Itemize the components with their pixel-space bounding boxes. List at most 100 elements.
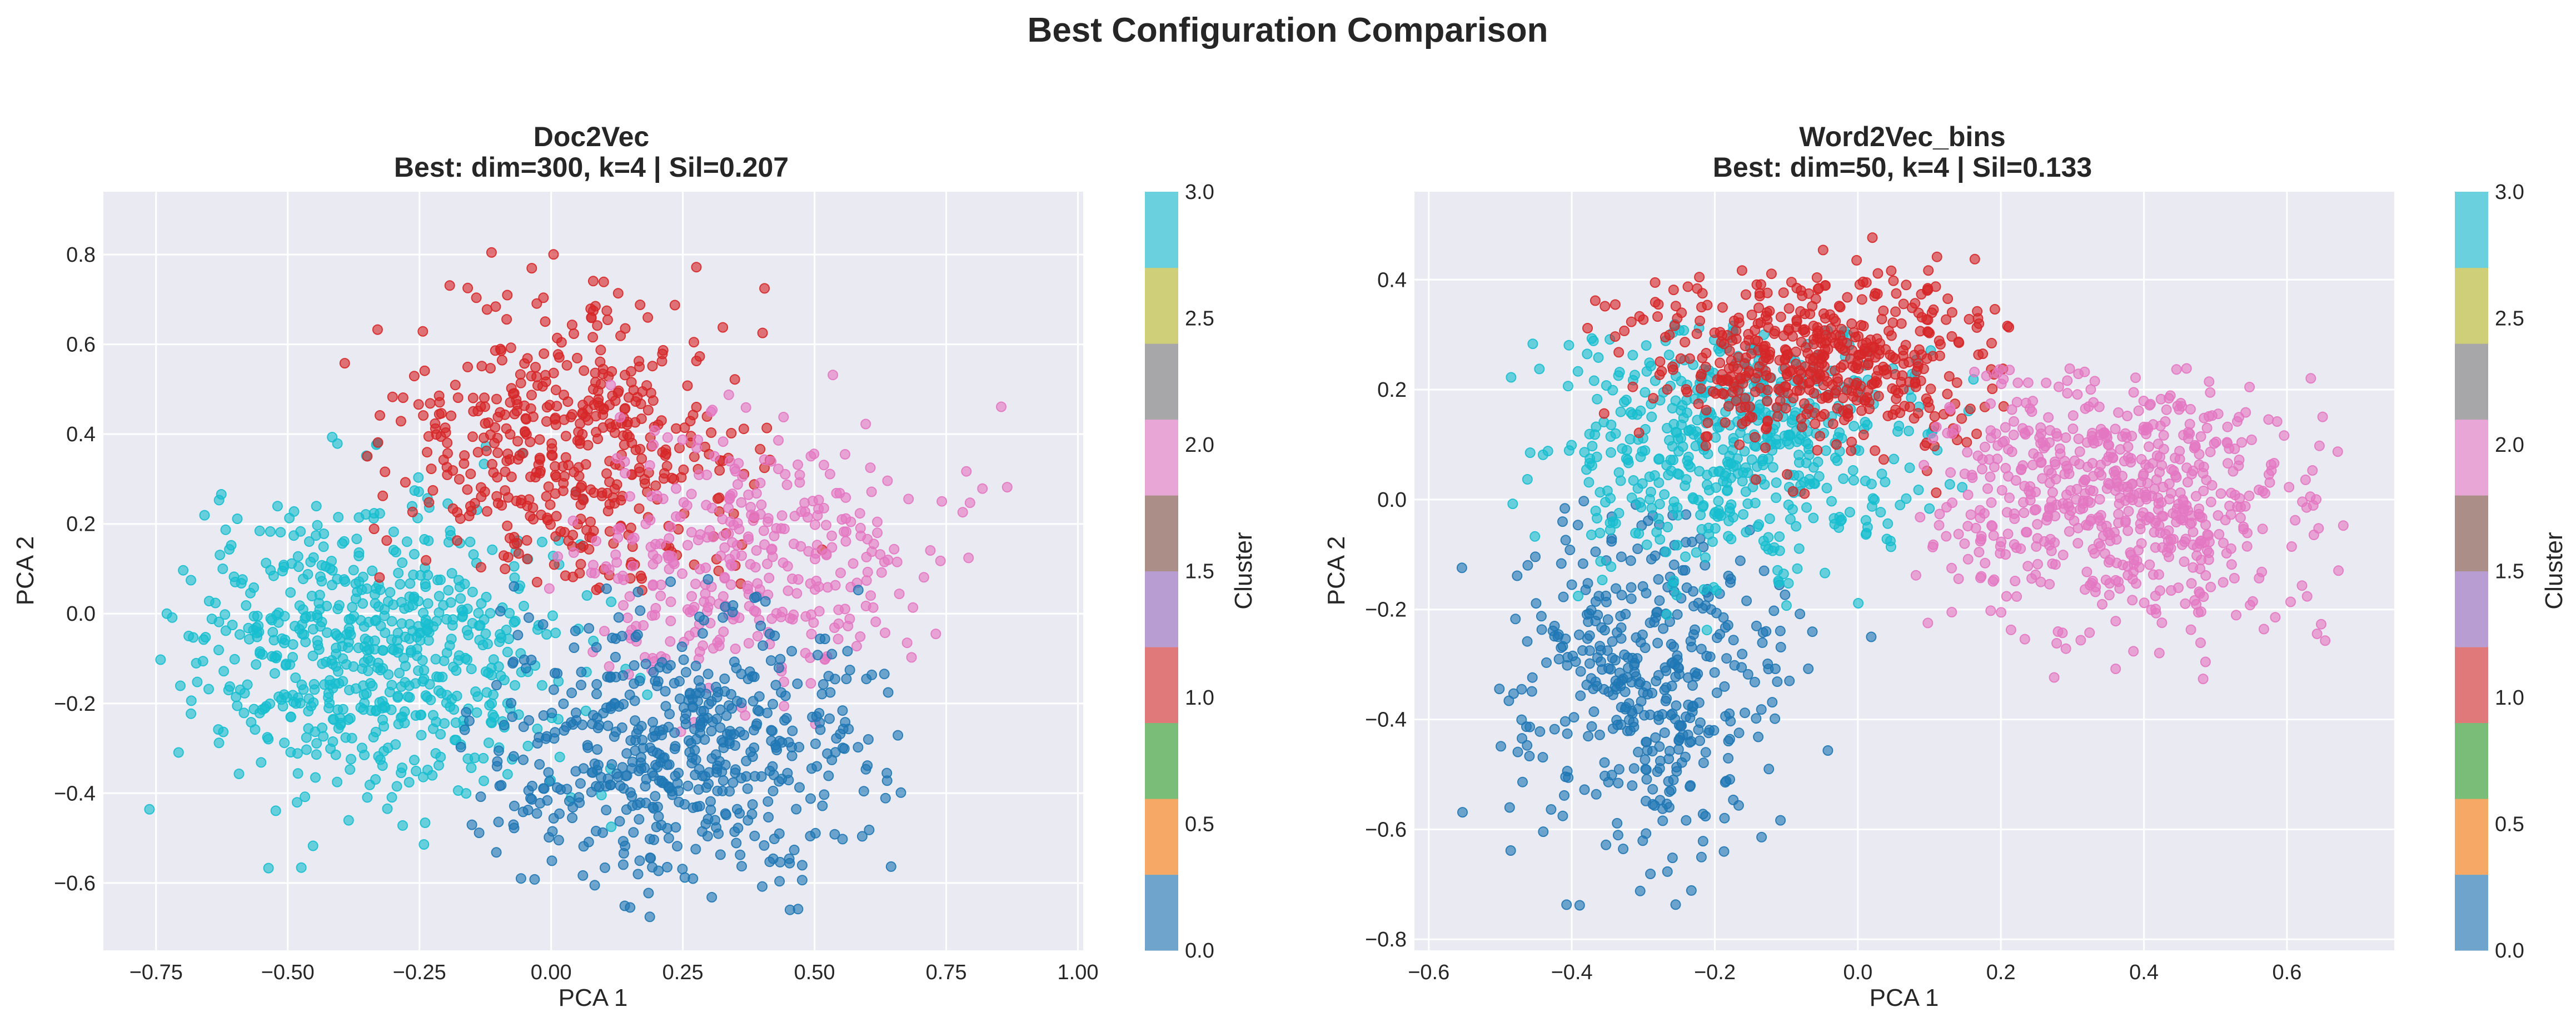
point-cluster-0 <box>1562 652 1573 663</box>
point-cluster-2 <box>762 559 773 570</box>
point-cluster-0 <box>1751 713 1762 724</box>
point-cluster-0 <box>1602 645 1613 656</box>
point-cluster-3 <box>1662 521 1673 532</box>
point-cluster-3 <box>1742 467 1753 478</box>
point-cluster-0 <box>508 751 519 762</box>
colorbar-tick-label: 0.5 <box>2495 813 2524 836</box>
point-cluster-0 <box>1767 697 1778 708</box>
point-cluster-2 <box>645 541 656 552</box>
point-cluster-3 <box>306 591 317 601</box>
point-cluster-2 <box>682 540 693 551</box>
point-cluster-0 <box>662 822 673 834</box>
point-cluster-2 <box>876 567 887 578</box>
point-cluster-1 <box>1942 388 1953 400</box>
point-cluster-2 <box>723 528 734 539</box>
point-cluster-0 <box>1657 815 1668 826</box>
point-cluster-2 <box>787 574 798 584</box>
point-cluster-3 <box>423 535 434 546</box>
point-cluster-0 <box>880 792 891 804</box>
point-cluster-0 <box>1601 839 1612 850</box>
point-cluster-0 <box>1784 675 1795 686</box>
point-cluster-3 <box>346 754 356 765</box>
word2vec-bins-colorbar: 0.00.51.01.52.02.53.0 <box>2455 181 2524 963</box>
colorbar-segment <box>2455 495 2488 572</box>
point-cluster-1 <box>485 363 496 374</box>
point-cluster-1 <box>1667 361 1678 372</box>
point-cluster-2 <box>2296 580 2308 591</box>
point-cluster-1 <box>626 377 637 388</box>
point-cluster-1 <box>1848 391 1859 402</box>
point-cluster-0 <box>635 752 646 763</box>
point-cluster-1 <box>1971 428 1982 440</box>
point-cluster-3 <box>408 755 420 766</box>
point-cluster-1 <box>499 409 510 420</box>
point-cluster-0 <box>461 707 472 718</box>
point-cluster-0 <box>586 786 597 797</box>
point-cluster-0 <box>1668 641 1679 652</box>
point-cluster-3 <box>541 629 552 640</box>
point-cluster-0 <box>663 832 674 844</box>
point-cluster-2 <box>2139 597 2150 609</box>
point-cluster-1 <box>1694 272 1705 283</box>
point-cluster-1 <box>587 332 599 343</box>
point-cluster-3 <box>1661 546 1672 557</box>
point-cluster-3 <box>466 664 477 675</box>
point-cluster-2 <box>694 564 705 575</box>
point-cluster-3 <box>173 747 184 758</box>
point-cluster-0 <box>546 855 557 866</box>
point-cluster-1 <box>626 437 637 448</box>
point-cluster-3 <box>1653 454 1664 465</box>
point-cluster-0 <box>1558 591 1569 602</box>
point-cluster-2 <box>2100 575 2111 586</box>
point-cluster-3 <box>225 681 235 692</box>
point-cluster-3 <box>341 629 352 640</box>
point-cluster-0 <box>774 735 785 746</box>
point-cluster-0 <box>1573 629 1585 640</box>
point-cluster-3 <box>1798 476 1810 487</box>
point-cluster-2 <box>865 462 876 473</box>
point-cluster-1 <box>572 352 582 363</box>
point-cluster-3 <box>1534 363 1545 375</box>
point-cluster-0 <box>751 720 762 731</box>
point-cluster-2 <box>2300 474 2311 485</box>
point-cluster-2 <box>851 641 862 652</box>
point-cluster-2 <box>2128 387 2139 398</box>
point-cluster-3 <box>642 689 653 700</box>
point-cluster-0 <box>553 835 564 846</box>
point-cluster-0 <box>1572 520 1583 531</box>
point-cluster-0 <box>1512 746 1523 757</box>
point-cluster-3 <box>199 510 210 521</box>
point-cluster-3 <box>1653 513 1664 524</box>
point-cluster-1 <box>582 415 594 426</box>
point-cluster-2 <box>733 458 744 469</box>
point-cluster-1 <box>1634 311 1645 322</box>
point-cluster-2 <box>2073 368 2084 380</box>
point-cluster-0 <box>826 649 838 660</box>
point-cluster-1 <box>1675 353 1686 364</box>
point-cluster-3 <box>167 612 178 623</box>
point-cluster-0 <box>1641 587 1652 599</box>
point-cluster-1 <box>575 559 586 570</box>
point-cluster-2 <box>848 558 859 569</box>
point-cluster-2 <box>737 471 748 482</box>
point-cluster-2 <box>2059 503 2070 514</box>
point-cluster-0 <box>1496 741 1506 752</box>
point-cluster-3 <box>356 584 367 595</box>
point-cluster-3 <box>285 747 296 757</box>
point-cluster-0 <box>699 734 710 745</box>
point-cluster-0 <box>1756 831 1767 842</box>
point-cluster-3 <box>413 621 424 632</box>
point-cluster-3 <box>254 525 265 536</box>
colorbar-tick-label: 0.0 <box>1185 939 1214 963</box>
point-cluster-1 <box>532 380 543 391</box>
point-cluster-3 <box>430 654 441 665</box>
doc2vec-points <box>144 247 1013 923</box>
point-cluster-2 <box>662 432 673 443</box>
point-cluster-2 <box>872 527 883 539</box>
point-cluster-1 <box>1800 327 1811 337</box>
point-cluster-0 <box>1534 726 1546 737</box>
point-cluster-3 <box>362 792 373 803</box>
point-cluster-2 <box>2168 534 2179 545</box>
point-cluster-0 <box>645 852 656 863</box>
point-cluster-3 <box>318 541 329 552</box>
